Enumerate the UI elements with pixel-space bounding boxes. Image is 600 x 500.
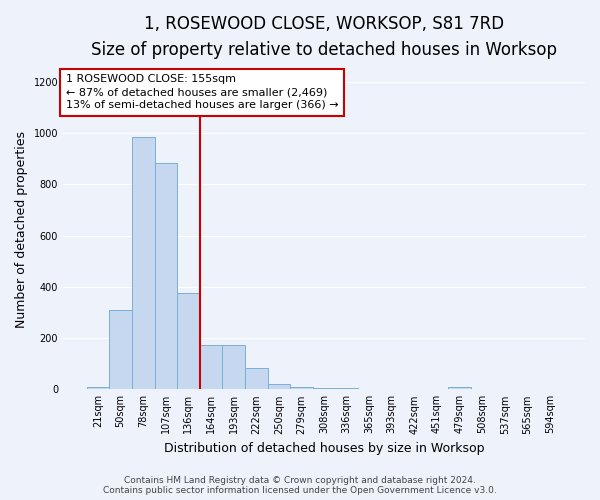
Bar [155,162,177,390]
Bar [200,344,223,390]
X-axis label: Distribution of detached houses by size in Worksop: Distribution of detached houses by size … [164,442,484,455]
Bar [223,344,245,390]
Bar [448,388,471,390]
Y-axis label: Number of detached properties: Number of detached properties [15,131,28,328]
Bar [132,137,155,390]
Title: 1, ROSEWOOD CLOSE, WORKSOP, S81 7RD
Size of property relative to detached houses: 1, ROSEWOOD CLOSE, WORKSOP, S81 7RD Size… [91,15,557,60]
Bar [313,388,335,390]
Text: 1 ROSEWOOD CLOSE: 155sqm
← 87% of detached houses are smaller (2,469)
13% of sem: 1 ROSEWOOD CLOSE: 155sqm ← 87% of detach… [65,74,338,110]
Bar [87,386,109,390]
Bar [109,310,132,390]
Bar [177,294,200,390]
Bar [358,389,380,390]
Text: Contains HM Land Registry data © Crown copyright and database right 2024.
Contai: Contains HM Land Registry data © Crown c… [103,476,497,495]
Bar [290,386,313,390]
Bar [268,384,290,390]
Bar [335,388,358,390]
Bar [245,368,268,390]
